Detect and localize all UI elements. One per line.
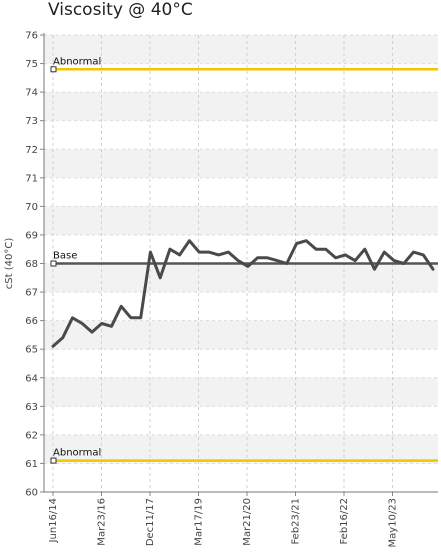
grid-band xyxy=(44,377,438,407)
y-tick-label: 62 xyxy=(25,430,38,441)
data-point xyxy=(334,256,337,259)
data-point xyxy=(139,316,142,319)
reference-marker xyxy=(50,260,57,267)
data-point xyxy=(422,253,425,257)
data-point xyxy=(149,250,152,254)
data-point xyxy=(197,250,201,254)
y-axis-title: cSt (40°C) xyxy=(4,238,15,290)
x-tick-label: Dec11/17 xyxy=(145,498,156,546)
data-point xyxy=(324,248,328,251)
data-point xyxy=(344,253,347,257)
data-point xyxy=(188,239,191,242)
data-point xyxy=(227,250,230,254)
data-point xyxy=(61,336,64,339)
data-point xyxy=(129,316,133,319)
x-tick-label: Feb23/21 xyxy=(291,498,302,545)
data-point xyxy=(168,248,172,251)
x-tick-label: Mar21/20 xyxy=(242,498,253,546)
data-point xyxy=(314,248,318,251)
reference-label: Abnormal xyxy=(53,56,101,67)
data-point xyxy=(158,276,162,279)
reference-marker xyxy=(50,457,57,464)
x-tick-label: May10/23 xyxy=(388,498,399,548)
data-point xyxy=(110,325,113,328)
x-tick-label: Mar17/19 xyxy=(194,498,205,546)
grid-band xyxy=(44,263,438,293)
chart-title: Viscosity @ 40°C xyxy=(48,0,193,20)
data-point xyxy=(207,250,211,254)
data-point xyxy=(295,242,298,245)
y-tick-label: 73 xyxy=(25,116,38,127)
y-tick-label: 74 xyxy=(25,88,38,99)
data-point xyxy=(275,259,279,262)
y-tick-label: 65 xyxy=(25,345,38,356)
data-point xyxy=(383,250,386,254)
data-point xyxy=(120,305,123,308)
data-point xyxy=(392,259,396,262)
y-tick-label: 60 xyxy=(25,488,38,499)
data-point xyxy=(178,253,181,257)
data-point xyxy=(431,268,435,271)
data-point xyxy=(402,262,405,265)
grid-band xyxy=(44,92,438,121)
y-tick-label: 63 xyxy=(25,402,38,413)
data-point xyxy=(373,268,376,271)
data-point xyxy=(285,262,289,265)
data-point xyxy=(217,253,220,257)
y-tick-label: 69 xyxy=(25,230,38,241)
data-point xyxy=(412,250,415,254)
y-tick-label: 71 xyxy=(25,173,38,184)
reference-label: Abnormal xyxy=(53,448,101,459)
series-line xyxy=(51,239,435,348)
data-point xyxy=(363,248,366,251)
x-tick-label: Jun16/14 xyxy=(48,498,59,543)
data-point xyxy=(246,265,250,268)
x-tick-label: Mar23/16 xyxy=(97,498,108,546)
reference-marker xyxy=(50,66,57,73)
data-point xyxy=(90,330,94,334)
y-tick-label: 75 xyxy=(25,59,38,70)
y-tick-label: 70 xyxy=(25,202,38,213)
data-point xyxy=(51,345,55,348)
data-point xyxy=(305,239,308,242)
data-point xyxy=(81,322,84,325)
y-tick-label: 61 xyxy=(25,459,38,470)
data-point xyxy=(100,322,103,325)
y-tick-label: 67 xyxy=(25,288,38,299)
data-point xyxy=(353,259,357,262)
y-tick-label: 76 xyxy=(25,31,38,42)
data-point xyxy=(71,316,74,319)
x-tick-label: Feb16/22 xyxy=(339,498,350,545)
data-point xyxy=(266,256,269,259)
grid-band xyxy=(44,206,438,235)
reference-label: Base xyxy=(53,251,77,262)
y-tick-label: 66 xyxy=(25,316,38,327)
grid-band xyxy=(44,434,438,464)
y-tick-label: 72 xyxy=(25,145,38,156)
y-tick-label: 64 xyxy=(25,373,38,384)
grid-band xyxy=(44,149,438,178)
data-point xyxy=(256,256,259,259)
grid-band xyxy=(44,35,438,64)
data-point xyxy=(236,259,240,262)
y-tick-label: 68 xyxy=(25,259,38,270)
